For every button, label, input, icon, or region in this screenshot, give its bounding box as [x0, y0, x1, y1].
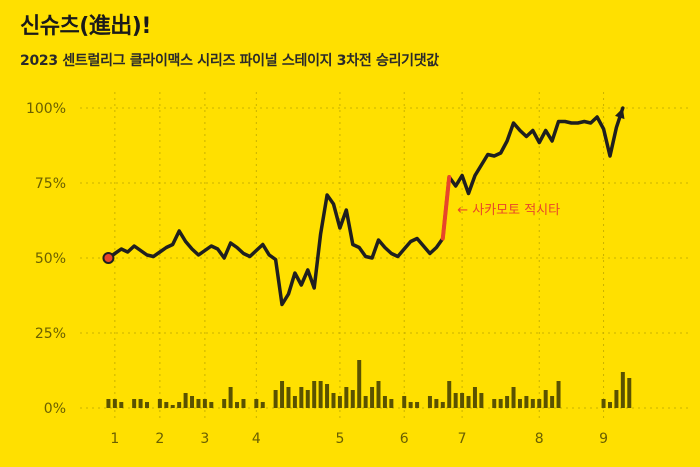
swing-bar-2 — [119, 402, 124, 408]
swing-bar-64 — [517, 399, 522, 408]
swing-bar-6 — [145, 402, 150, 408]
swing-bar-12 — [183, 393, 188, 408]
swing-bar-61 — [498, 399, 503, 408]
swing-bar-11 — [177, 402, 182, 408]
swing-bar-0 — [106, 399, 111, 408]
swing-bar-55 — [460, 393, 465, 408]
x-tick-label-2: 3 — [200, 431, 209, 447]
swing-bar-43 — [382, 396, 387, 408]
swing-bar-30 — [299, 387, 304, 408]
swing-bar-65 — [524, 396, 529, 408]
x-tick-label-1: 2 — [155, 431, 164, 447]
swing-bar-29 — [292, 396, 297, 408]
swing-bar-54 — [453, 393, 458, 408]
y-tick-label-4: 100% — [26, 101, 66, 117]
swing-bar-32 — [312, 381, 317, 408]
x-tick-label-8: 9 — [599, 431, 608, 447]
x-tick-label-4: 5 — [335, 431, 344, 447]
x-tick-label-5: 6 — [400, 431, 409, 447]
swing-bar-39 — [357, 360, 362, 408]
swing-bar-26 — [273, 390, 278, 408]
swing-bar-48 — [415, 402, 420, 408]
swing-bar-5 — [138, 399, 143, 408]
x-tick-label-7: 8 — [535, 431, 544, 447]
swing-bar-44 — [389, 399, 394, 408]
swing-bar-46 — [402, 396, 407, 408]
swing-bar-4 — [132, 399, 137, 408]
swing-bar-70 — [556, 381, 561, 408]
swing-bar-21 — [241, 399, 246, 408]
swing-bar-42 — [376, 381, 381, 408]
swing-bar-37 — [344, 387, 349, 408]
swing-bar-18 — [222, 399, 227, 408]
swing-bar-81 — [627, 378, 632, 408]
y-tick-label-0: 0% — [44, 401, 66, 417]
swing-bar-56 — [466, 396, 471, 408]
series-line — [106, 106, 625, 307]
swing-bar-68 — [543, 390, 548, 408]
start-marker — [102, 252, 115, 264]
swing-bar-14 — [196, 399, 201, 408]
highlight-segment — [440, 175, 452, 241]
swing-bar-24 — [260, 402, 265, 408]
swing-bar-19 — [228, 387, 233, 408]
highlight-annotation: ← 사카모토 적시타 — [457, 203, 560, 218]
swing-bar-34 — [325, 384, 330, 408]
swing-bar-38 — [350, 390, 355, 408]
y-tick-label-2: 50% — [35, 251, 66, 267]
swing-bar-23 — [254, 399, 259, 408]
swing-bar-40 — [363, 396, 368, 408]
x-tick-label-6: 7 — [458, 431, 467, 447]
swing-bar-69 — [550, 396, 555, 408]
swing-bar-16 — [209, 402, 214, 408]
chart-subtitle: 2023 센트럴리그 클라이맥스 시리즈 파이널 스테이지 3차전 승리기댓값 — [20, 53, 439, 69]
swing-bar-60 — [492, 399, 497, 408]
swing-bar-52 — [440, 402, 445, 408]
swing-bar-35 — [331, 393, 336, 408]
y-tick-label-1: 25% — [35, 326, 66, 342]
swing-bar-51 — [434, 399, 439, 408]
swing-bar-53 — [447, 381, 452, 408]
swing-bar-33 — [318, 381, 323, 408]
swing-bar-57 — [472, 387, 477, 408]
swing-bar-78 — [607, 402, 612, 408]
swing-bar-36 — [337, 396, 342, 408]
swing-bar-77 — [601, 399, 606, 408]
x-tick-label-0: 1 — [110, 431, 119, 447]
swing-bar-10 — [170, 405, 175, 408]
swing-bar-80 — [620, 372, 625, 408]
swing-bar-31 — [305, 390, 310, 408]
swing-bar-13 — [190, 396, 195, 408]
swing-bar-62 — [505, 396, 510, 408]
swing-bar-79 — [614, 390, 619, 408]
swing-bar-9 — [164, 402, 169, 408]
swing-bar-20 — [235, 402, 240, 408]
chart-title: 신슈츠(進出)! — [20, 14, 151, 39]
swing-bar-66 — [530, 399, 535, 408]
end-arrowhead — [615, 108, 625, 120]
swing-bar-47 — [408, 402, 413, 408]
swing-bar-8 — [157, 399, 162, 408]
swing-bar-67 — [537, 399, 542, 408]
swing-bar-28 — [286, 387, 291, 408]
y-tick-label-3: 75% — [35, 176, 66, 192]
swing-bar-41 — [370, 387, 375, 408]
swing-bar-1 — [112, 399, 117, 408]
swing-bar-58 — [479, 393, 484, 408]
x-tick-label-3: 4 — [252, 431, 261, 447]
swing-bar-63 — [511, 387, 516, 408]
swing-bar-27 — [280, 381, 285, 408]
swing-bar-50 — [427, 396, 432, 408]
swing-bar-15 — [202, 399, 207, 408]
